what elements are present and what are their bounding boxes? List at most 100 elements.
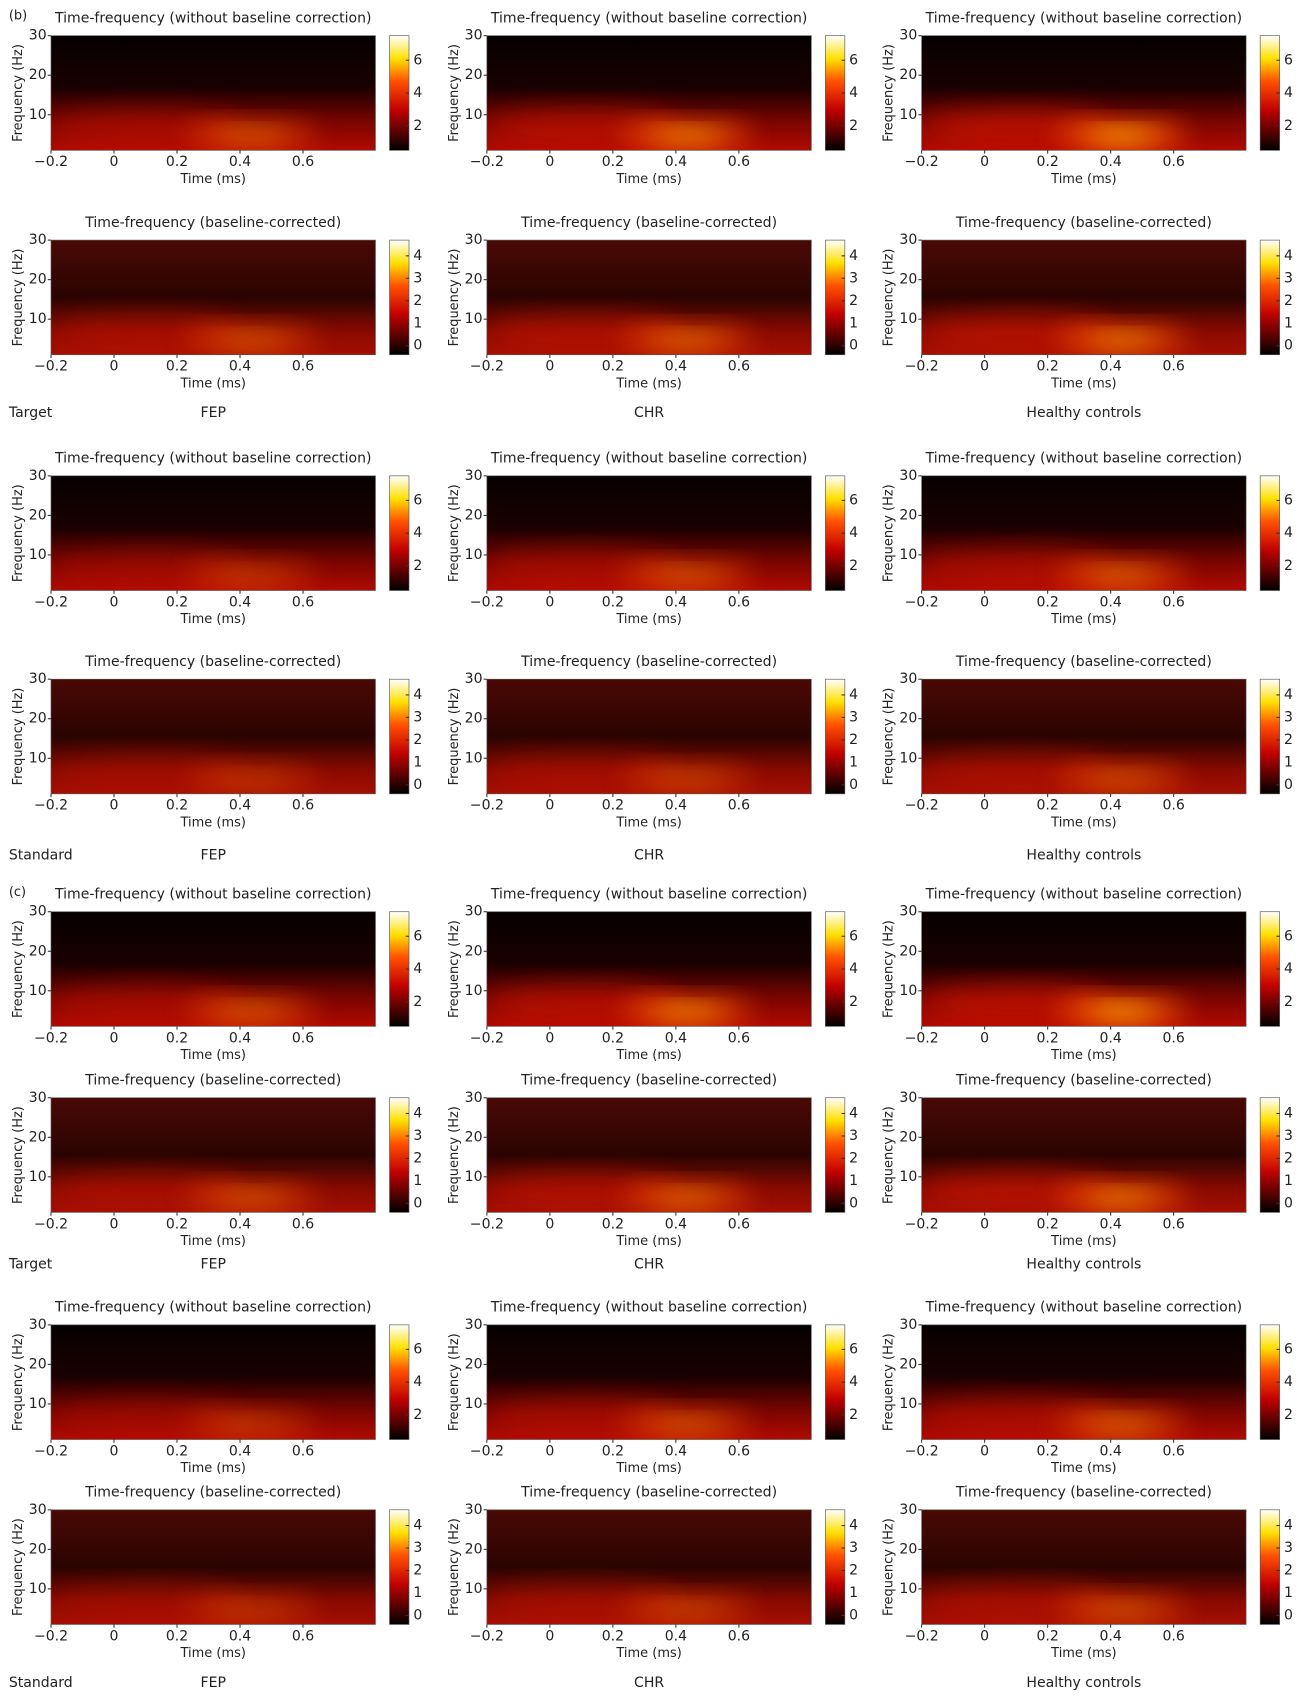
panel-title: Time-frequency (baseline-corrected): [84, 1485, 341, 1501]
x-axis-label: Time (ms): [615, 1461, 681, 1476]
heatmap-panel: Time-frequency (baseline-corrected)−0.20…: [882, 654, 1293, 831]
heatmap-panel: Time-frequency (baseline-corrected)−0.20…: [11, 654, 422, 831]
colorbar-tick-label: 3: [413, 270, 422, 286]
x-axis-label: Time (ms): [1050, 1048, 1116, 1063]
x-tick-label: 0.6: [728, 594, 750, 610]
colorbar-tick-label: 1: [849, 1173, 858, 1189]
x-tick-label: 0.2: [166, 594, 188, 610]
x-tick-label: 0.4: [229, 1030, 251, 1046]
heatmap-panel: Time-frequency (without baseline correct…: [882, 1300, 1293, 1477]
x-tick-label: 0.2: [166, 1443, 188, 1459]
x-tick-label: 0.2: [1036, 594, 1058, 610]
y-tick-label: 10: [465, 107, 483, 123]
x-tick-label: 0.6: [728, 359, 750, 375]
x-tick-label: 0.2: [166, 154, 188, 170]
y-tick-label: 30: [29, 671, 47, 687]
y-tick-label: 30: [465, 1317, 483, 1333]
panel-title: Time-frequency (without baseline correct…: [490, 1300, 807, 1316]
x-tick-label: 0: [110, 798, 119, 814]
heatmap: [487, 912, 811, 1027]
x-tick-label: 0.2: [1036, 154, 1058, 170]
colorbar-tick-label: 4: [413, 961, 422, 977]
x-tick-label: 0.6: [292, 1030, 314, 1046]
panel-title: Time-frequency (baseline-corrected): [84, 1072, 341, 1088]
y-tick-label: 10: [465, 311, 483, 327]
colorbar-tick-label: 2: [849, 558, 858, 574]
x-tick-label: 0.2: [602, 1030, 624, 1046]
panel-title: Time-frequency (baseline-corrected): [84, 215, 341, 231]
colorbar-tick-label: 1: [413, 1585, 422, 1601]
x-tick-label: 0.6: [1162, 1443, 1184, 1459]
x-tick-label: 0.2: [1036, 1628, 1058, 1644]
x-tick-label: −0.2: [905, 359, 939, 375]
heatmap: [51, 476, 375, 591]
panel-title: Time-frequency (baseline-corrected): [955, 654, 1212, 670]
group-label: Healthy controls: [1026, 405, 1141, 421]
heatmap-panel: Time-frequency (baseline-corrected)−0.20…: [447, 1485, 858, 1662]
y-axis-label: Frequency (Hz): [447, 1333, 462, 1431]
y-tick-label: 20: [899, 1541, 917, 1557]
y-tick-label: 10: [465, 547, 483, 563]
y-tick-label: 30: [899, 904, 917, 920]
x-axis-label: Time (ms): [180, 1646, 246, 1661]
colorbar-tick-label: 0: [849, 338, 858, 354]
condition-label: Target: [8, 1256, 53, 1272]
heatmap-panel: Time-frequency (without baseline correct…: [447, 886, 858, 1063]
x-tick-label: 0.4: [229, 154, 251, 170]
group-label: CHR: [634, 1256, 664, 1272]
y-axis-label: Frequency (Hz): [882, 1106, 897, 1204]
group-label: FEP: [201, 405, 226, 421]
y-tick-label: 30: [899, 1090, 917, 1106]
x-tick-label: −0.2: [34, 594, 68, 610]
colorbar-tick-label: 2: [849, 994, 858, 1010]
colorbar-tick-label: 6: [1284, 52, 1293, 68]
heatmap-blob: [1089, 1005, 1154, 1020]
x-tick-label: 0.4: [665, 1443, 687, 1459]
heatmap-blob: [655, 1418, 720, 1433]
colorbar-tick-label: 4: [413, 85, 422, 101]
x-tick-label: −0.2: [905, 594, 939, 610]
colorbar: [825, 240, 844, 355]
heatmap-panel: Time-frequency (without baseline correct…: [882, 10, 1293, 187]
heatmap: [922, 476, 1246, 591]
colorbar-tick-label: 6: [1284, 492, 1293, 508]
x-tick-label: 0.4: [1099, 1216, 1121, 1232]
x-tick-label: 0.6: [1162, 1030, 1184, 1046]
x-tick-label: 0.4: [1099, 1443, 1121, 1459]
heatmap-blob: [655, 1191, 720, 1206]
x-tick-label: −0.2: [905, 1443, 939, 1459]
heatmap-blob: [219, 569, 284, 584]
x-tick-label: 0: [110, 154, 119, 170]
colorbar-tick-label: 4: [413, 1518, 422, 1534]
colorbar: [825, 1098, 844, 1213]
x-tick-label: 0.2: [602, 798, 624, 814]
x-axis-label: Time (ms): [1050, 376, 1116, 391]
colorbar-tick-label: 1: [1284, 1585, 1293, 1601]
y-axis-label: Frequency (Hz): [882, 920, 897, 1018]
condition-label: Standard: [9, 847, 73, 863]
x-tick-label: 0: [110, 1216, 119, 1232]
y-axis-label: Frequency (Hz): [447, 1106, 462, 1204]
y-tick-label: 10: [29, 547, 47, 563]
colorbar-tick-label: 2: [849, 293, 858, 309]
x-tick-label: 0: [545, 154, 554, 170]
y-tick-label: 30: [465, 28, 483, 44]
colorbar-tick-label: 2: [1284, 558, 1293, 574]
x-tick-label: 0.6: [1162, 594, 1184, 610]
x-tick-label: 0.6: [292, 594, 314, 610]
y-tick-label: 30: [465, 232, 483, 248]
panel-title: Time-frequency (baseline-corrected): [955, 1072, 1212, 1088]
heatmap-panel: Time-frequency (without baseline correct…: [11, 451, 422, 628]
group-label: CHR: [634, 405, 664, 421]
x-tick-label: 0.6: [292, 359, 314, 375]
y-tick-label: 30: [465, 904, 483, 920]
y-axis-label: Frequency (Hz): [11, 44, 26, 142]
y-tick-label: 10: [465, 1396, 483, 1412]
y-tick-label: 10: [29, 1169, 47, 1185]
x-tick-label: −0.2: [905, 1030, 939, 1046]
heatmap: [922, 912, 1246, 1027]
x-axis-label: Time (ms): [180, 1461, 246, 1476]
y-tick-label: 10: [465, 1169, 483, 1185]
colorbar-tick-label: 0: [1284, 777, 1293, 793]
colorbar: [1260, 679, 1279, 794]
